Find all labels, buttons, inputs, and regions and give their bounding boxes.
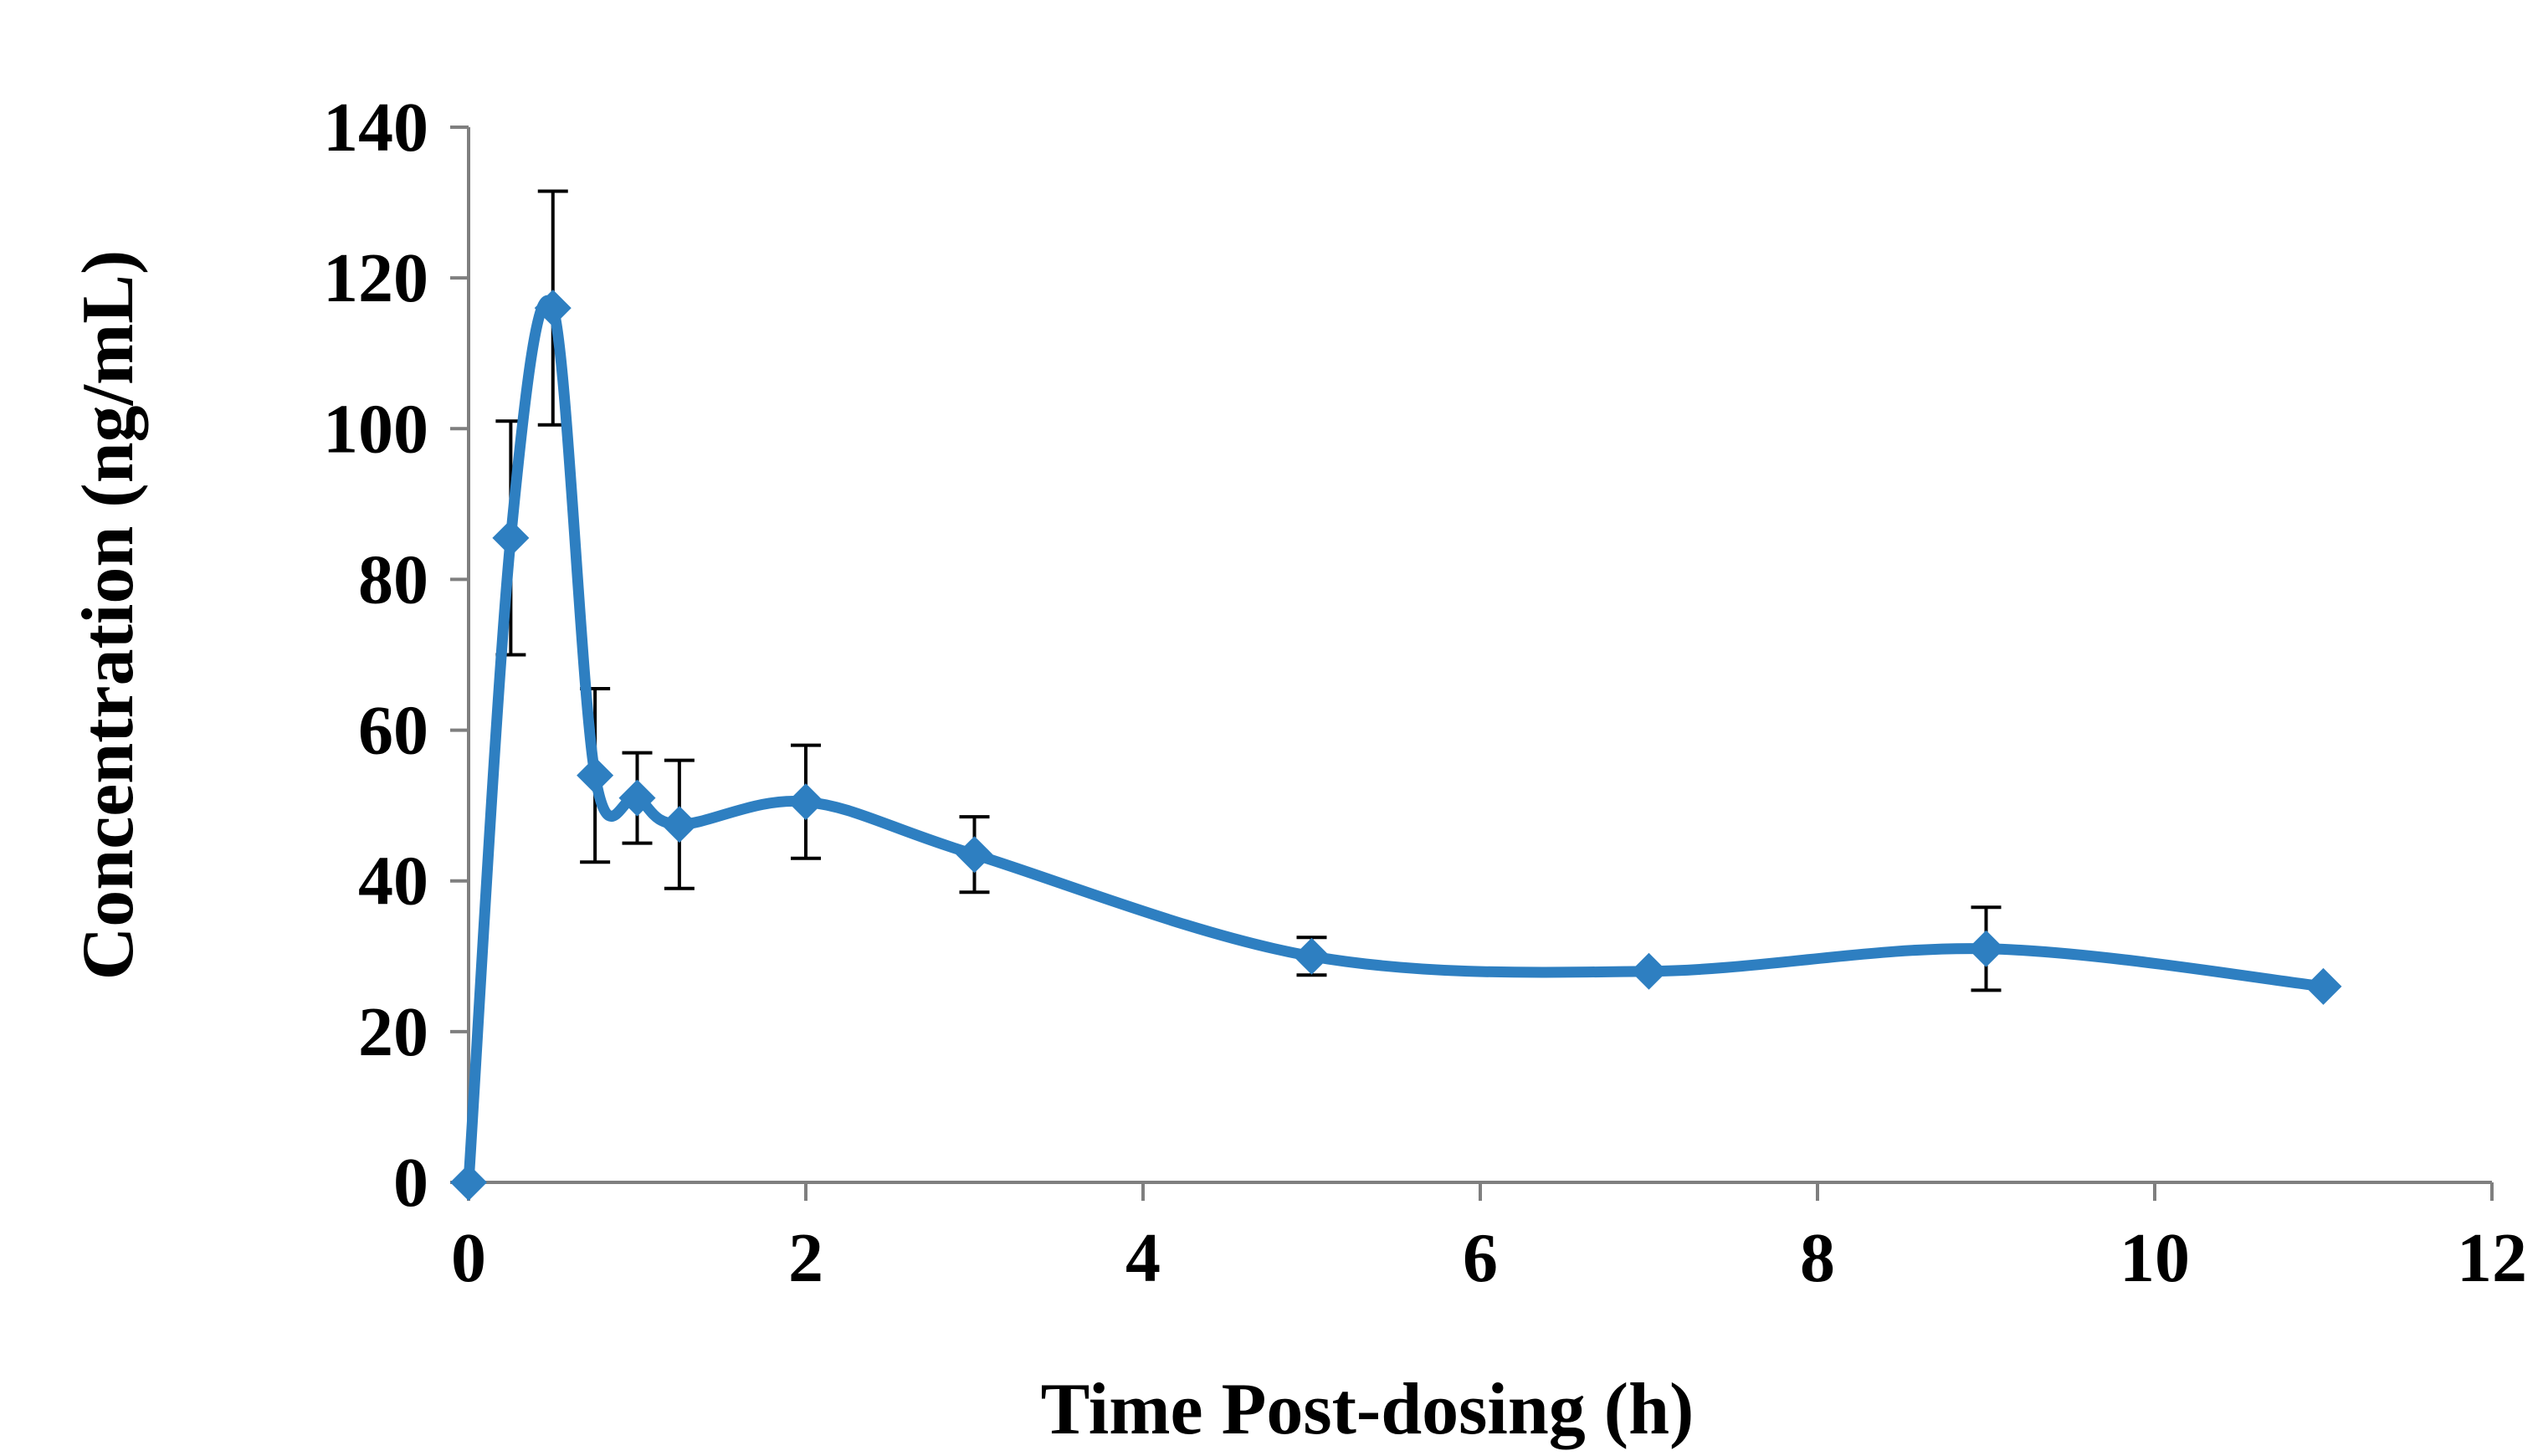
data-point (1967, 930, 2005, 967)
data-point (2304, 967, 2342, 1005)
y-tick-label: 80 (358, 541, 428, 618)
data-point (787, 783, 824, 821)
axes: 0 20 40 60 80 100 120 140 0 2 4 6 8 10 12 (323, 89, 2527, 1297)
data-point (1293, 937, 1330, 975)
x-tick-label: 4 (1125, 1219, 1161, 1297)
y-tick-label: 40 (358, 843, 428, 920)
y-tick-label: 60 (358, 692, 428, 770)
y-axis-title: Concentration (ng/mL) (68, 250, 149, 981)
x-tick-label: 8 (1800, 1219, 1835, 1297)
series-line (463, 295, 2329, 1188)
y-tick-label: 20 (358, 993, 428, 1071)
error-bars (495, 189, 2002, 992)
x-tick-label: 12 (2457, 1219, 2527, 1297)
data-point (618, 779, 656, 817)
x-tick-label: 0 (451, 1219, 486, 1297)
data-point (534, 290, 572, 327)
y-tick-label: 140 (323, 89, 428, 167)
y-tick-label: 0 (393, 1144, 428, 1222)
data-point (492, 519, 530, 556)
data-point (956, 836, 993, 874)
series (463, 295, 2329, 1188)
data-point (1630, 952, 1668, 990)
x-tick-label: 6 (1463, 1219, 1498, 1297)
data-point (577, 756, 614, 794)
data-point (660, 806, 698, 843)
x-axis-title: Time Post-dosing (h) (1041, 1369, 1694, 1450)
data-markers (450, 290, 2342, 1201)
x-tick-label: 10 (2120, 1219, 2190, 1297)
data-point (450, 1164, 487, 1201)
x-tick-label: 2 (788, 1219, 823, 1297)
y-tick-label: 100 (323, 390, 428, 468)
y-tick-label: 120 (323, 239, 428, 317)
